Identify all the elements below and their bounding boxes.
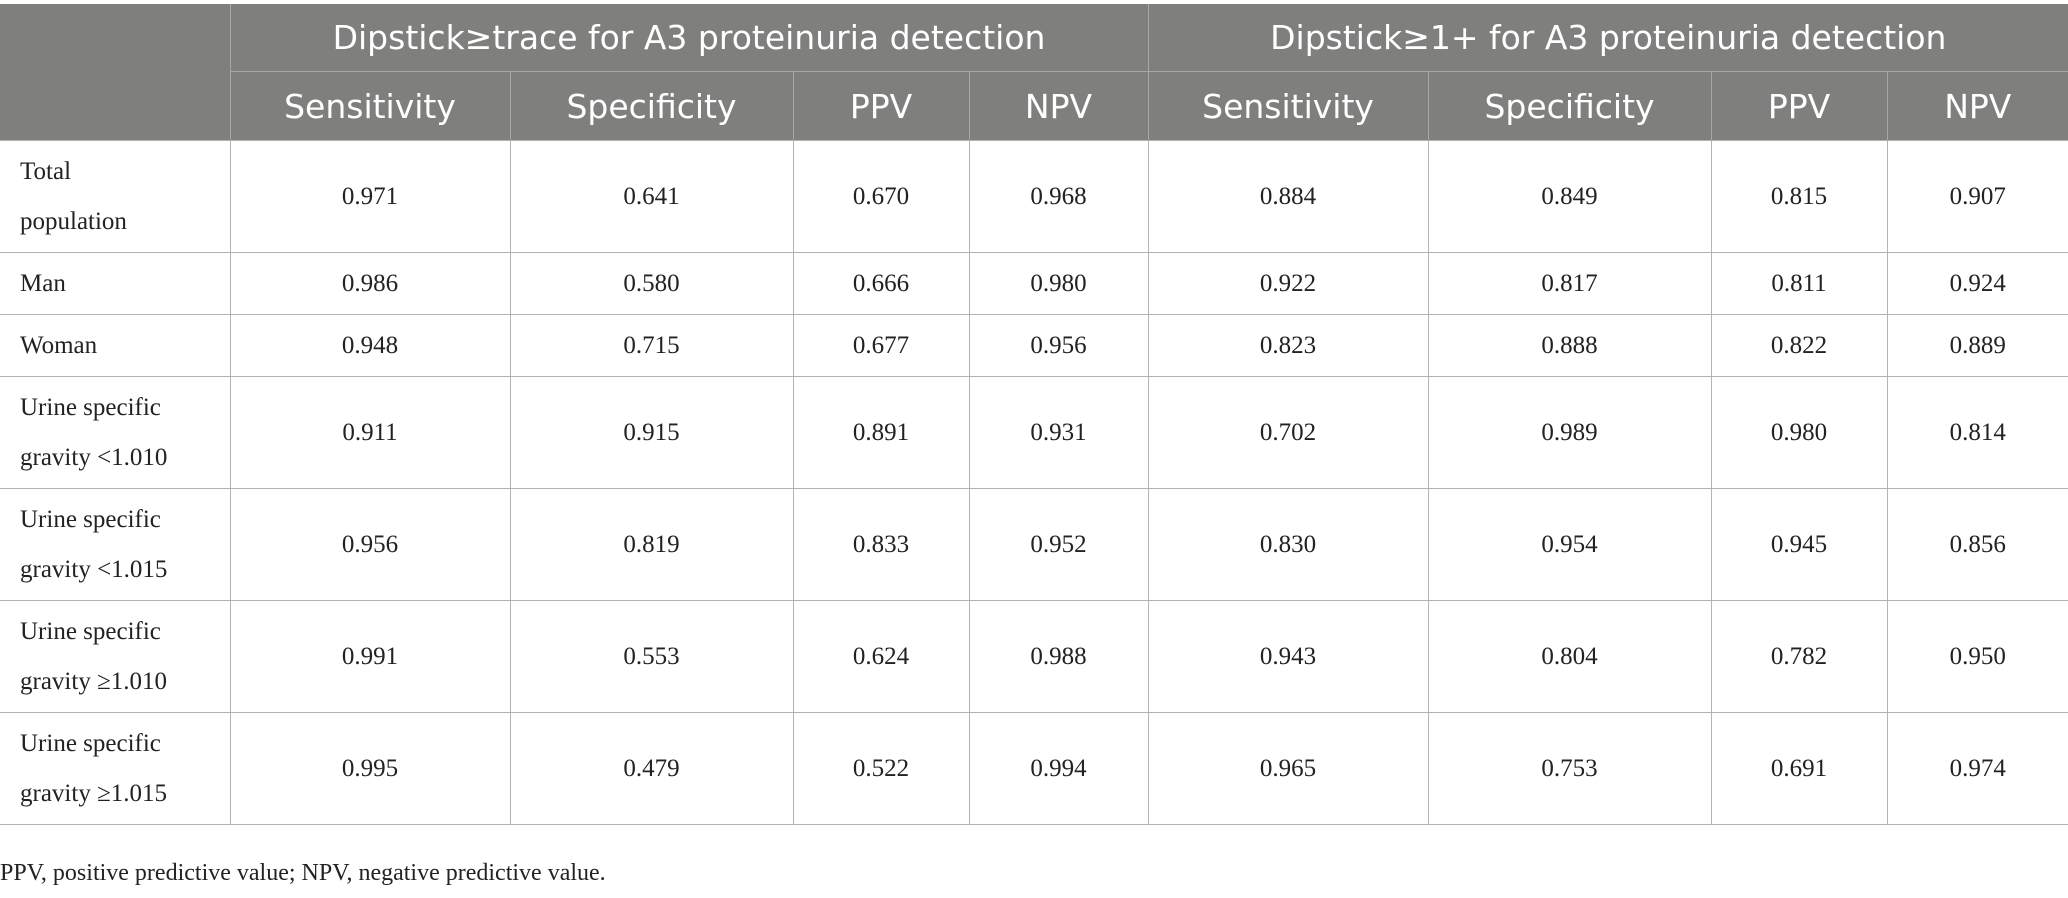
column-header-sensitivity: Sensitivity [229,71,511,141]
value-cell: 0.988 [968,600,1149,713]
table-row: Total population 0.971 0.641 0.670 0.968 0.884… [0,140,2068,253]
group-header-row: Dipstick≥trace for A3 proteinuria detect… [0,4,2068,141]
row-label: Total population [0,140,231,253]
value-cell: 0.666 [792,252,970,315]
value-cell: 0.479 [509,712,794,825]
value-cell: 0.670 [792,140,970,253]
row-label-line: gravity ≥1.010 [20,667,168,695]
row-label: Urine specific gravity ≥1.015 [0,712,231,825]
value-cell: 0.950 [1886,600,2068,713]
table-row: Urine specific gravity <1.010 0.911 0.915 0.… [0,376,2068,489]
table-row: Urine specific gravity <1.015 0.956 0.819 0.… [0,488,2068,601]
row-label-line: Urine specific [20,617,161,645]
value-cell: 0.823 [1147,314,1429,377]
row-label: Urine specific gravity <1.010 [0,376,231,489]
value-cell: 0.922 [1147,252,1429,315]
value-cell: 0.965 [1147,712,1429,825]
value-cell: 0.856 [1886,488,2068,601]
column-header-specificity: Specificity [509,71,794,141]
value-cell: 0.884 [1147,140,1429,253]
value-cell: 0.943 [1147,600,1429,713]
value-cell: 0.948 [229,314,511,377]
value-cell: 0.580 [509,252,794,315]
row-label-line: Urine specific [20,505,161,533]
value-cell: 0.522 [792,712,970,825]
column-header-row: Sensitivity Specificity PPV NPV Sensitiv… [0,71,2068,141]
value-cell: 0.971 [229,140,511,253]
value-cell: 0.814 [1886,376,2068,489]
group-header-1plus: Dipstick≥1+ for A3 proteinuria detection [1147,4,2068,72]
value-cell: 0.889 [1886,314,2068,377]
table-row: Urine specific gravity ≥1.015 0.995 0.479 0.… [0,712,2068,825]
value-cell: 0.994 [968,712,1149,825]
row-label: Urine specific gravity <1.015 [0,488,231,601]
row-label: Man [0,252,231,315]
column-header-ppv: PPV [1710,71,1888,141]
column-header-npv: NPV [968,71,1149,141]
column-header-ppv: PPV [792,71,970,141]
value-cell: 0.968 [968,140,1149,253]
value-cell: 0.907 [1886,140,2068,253]
corner-header-cell [0,4,231,141]
row-label-line: Total [20,157,72,185]
value-cell: 0.888 [1427,314,1712,377]
value-cell: 0.691 [1710,712,1888,825]
table-row: Urine specific gravity ≥1.010 0.991 0.553 0.… [0,600,2068,713]
value-cell: 0.952 [968,488,1149,601]
value-cell: 0.956 [229,488,511,601]
value-cell: 0.553 [509,600,794,713]
value-cell: 0.995 [229,712,511,825]
group-header-trace: Dipstick≥trace for A3 proteinuria detect… [229,4,1149,72]
value-cell: 0.715 [509,314,794,377]
value-cell: 0.624 [792,600,970,713]
value-cell: 0.974 [1886,712,2068,825]
value-cell: 0.891 [792,376,970,489]
value-cell: 0.915 [509,376,794,489]
value-cell: 0.815 [1710,140,1888,253]
value-cell: 0.911 [229,376,511,489]
value-cell: 0.782 [1710,600,1888,713]
row-label-line: population [20,207,127,235]
column-header-sensitivity: Sensitivity [1147,71,1429,141]
row-label-line: Urine specific [20,393,161,421]
value-cell: 0.945 [1710,488,1888,601]
value-cell: 0.819 [509,488,794,601]
value-cell: 0.989 [1427,376,1712,489]
row-label: Urine specific gravity ≥1.010 [0,600,231,713]
value-cell: 0.954 [1427,488,1712,601]
value-cell: 0.753 [1427,712,1712,825]
value-cell: 0.849 [1427,140,1712,253]
table-row: Man 0.986 0.580 0.666 0.980 0.922 0.817 0.811 0.… [0,252,2068,315]
row-label-line: Woman [20,331,98,359]
row-label-line: gravity <1.015 [20,555,168,583]
value-cell: 0.677 [792,314,970,377]
value-cell: 0.641 [509,140,794,253]
value-cell: 0.980 [968,252,1149,315]
table-body: Total population 0.971 0.641 0.670 0.968 0.884… [0,140,2068,825]
row-label: Woman [0,314,231,377]
table-footnote: PPV, positive predictive value; NPV, neg… [0,860,606,886]
value-cell: 0.833 [792,488,970,601]
value-cell: 0.980 [1710,376,1888,489]
column-header-npv: NPV [1886,71,2068,141]
table-row: Woman 0.948 0.715 0.677 0.956 0.823 0.888 0.822… [0,314,2068,377]
row-label-line: Man [20,269,66,297]
results-table: Dipstick≥trace for A3 proteinuria detect… [0,4,2068,825]
value-cell: 0.830 [1147,488,1429,601]
value-cell: 0.956 [968,314,1149,377]
row-label-line: Urine specific [20,729,161,757]
column-header-specificity: Specificity [1427,71,1712,141]
value-cell: 0.991 [229,600,511,713]
value-cell: 0.924 [1886,252,2068,315]
value-cell: 0.931 [968,376,1149,489]
value-cell: 0.702 [1147,376,1429,489]
value-cell: 0.817 [1427,252,1712,315]
row-label-line: gravity ≥1.015 [20,779,168,807]
value-cell: 0.822 [1710,314,1888,377]
value-cell: 0.986 [229,252,511,315]
row-label-line: gravity <1.010 [20,443,168,471]
value-cell: 0.804 [1427,600,1712,713]
value-cell: 0.811 [1710,252,1888,315]
